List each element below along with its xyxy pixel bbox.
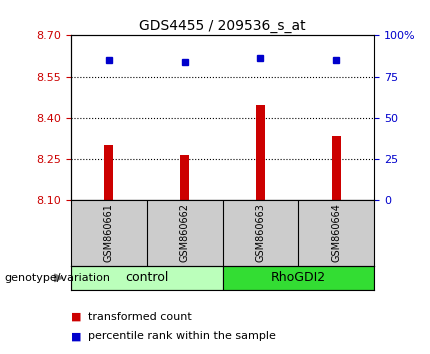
Bar	[104, 145, 114, 200]
Bar	[332, 136, 341, 200]
Bar	[71, 266, 223, 290]
Text: ■: ■	[71, 331, 85, 341]
Text: GSM860662: GSM860662	[180, 203, 190, 262]
Title: GDS4455 / 209536_s_at: GDS4455 / 209536_s_at	[139, 19, 306, 33]
Text: GSM860663: GSM860663	[255, 203, 265, 262]
Text: ■: ■	[71, 312, 85, 322]
Bar	[180, 155, 189, 200]
Text: GSM860664: GSM860664	[331, 203, 341, 262]
Bar	[256, 105, 265, 200]
Text: transformed count: transformed count	[88, 312, 192, 322]
Bar	[223, 266, 374, 290]
Text: percentile rank within the sample: percentile rank within the sample	[88, 331, 276, 341]
Text: genotype/variation: genotype/variation	[4, 273, 111, 283]
Text: RhoGDI2: RhoGDI2	[271, 272, 326, 284]
Text: control: control	[125, 272, 169, 284]
Text: GSM860661: GSM860661	[104, 203, 114, 262]
